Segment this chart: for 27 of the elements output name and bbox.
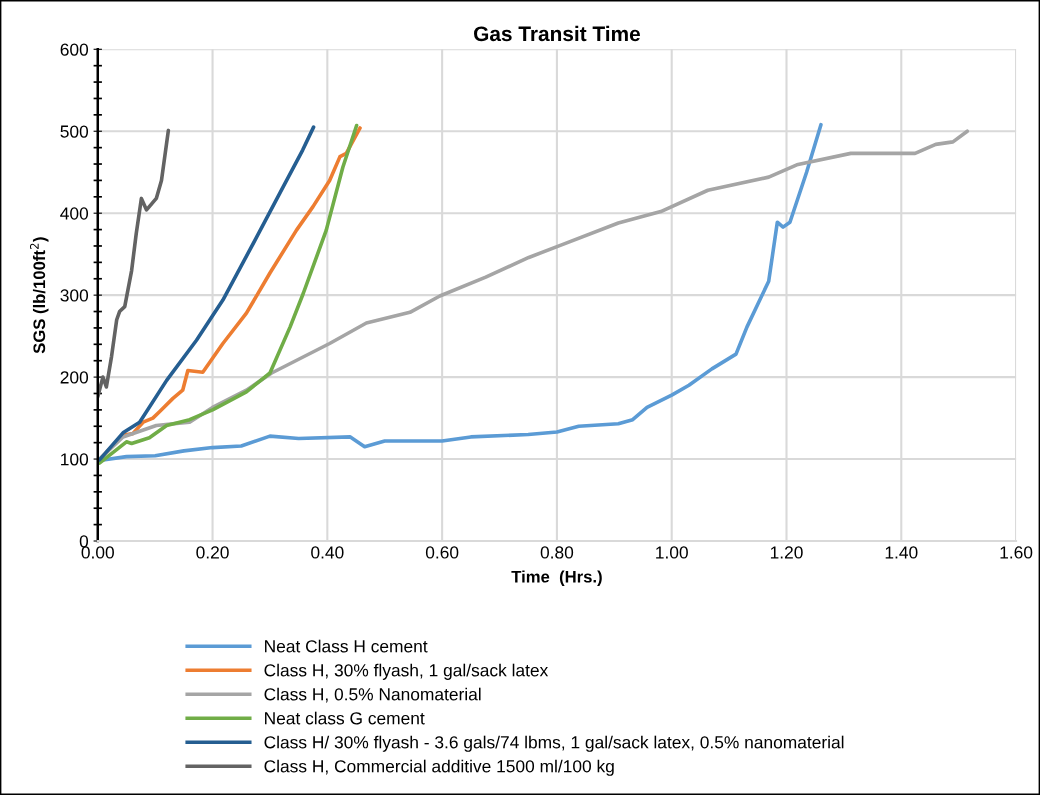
y-tick-label: 0 [79,535,89,548]
y-tick-label: 200 [60,371,89,384]
legend-label: Neat Class H cement [265,639,428,653]
y-tick-label: 500 [60,125,89,138]
legend-label: Class H, 30% flyash, 1 gal/sack latex [264,663,549,680]
legend-label: Neat class G cement [265,711,425,725]
x-tick-label: 1.20 [770,546,803,559]
x-tick-label: 0.00 [81,546,114,559]
y-tick-label: 600 [60,43,89,56]
chart-title: Gas Transit Time [474,25,640,42]
x-tick-label: 0.40 [311,546,344,559]
legend-label: Class H/ 30% flyash - 3.6 gals/74 lbms, 1 gal/sack latex, 0.5% nanomaterial [264,735,844,752]
y-axis-title: SGS (lb/100ft$^{2}$) [29,237,49,354]
x-tick-label: 1.40 [885,546,918,559]
y-tick-label: 400 [60,207,89,220]
x-tick-label: 1.60 [1000,546,1033,559]
x-tick-label: 0.60 [425,546,459,559]
y-tick-label: 300 [60,289,89,302]
x-tick-label: 0.20 [196,546,229,559]
x-axis-title: Time (Hrs.) [511,570,602,586]
x-tick-label: 1.00 [656,546,688,559]
legend-label: Class H, Commercial additive 1500 ml/100 kg [264,759,614,776]
x-tick-label: 0.80 [540,546,574,559]
line-series [97,125,316,462]
legend-label: Class H, 0.5% Nanomaterial [264,687,481,703]
y-tick-label: 100 [61,453,89,466]
line-series [97,128,171,399]
